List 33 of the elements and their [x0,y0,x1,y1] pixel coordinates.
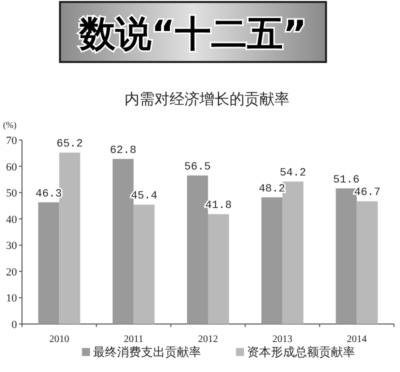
data-label: 62.8 [110,144,136,157]
chart-title: 数说“十二五” [78,14,307,55]
data-label: 45.4 [130,190,158,203]
legend-label: 最终消费支出贡献率 [93,345,201,359]
y-axis-title: (%) [3,120,16,130]
y-tick-label: 10 [6,292,18,305]
x-tick-label: 2011 [124,334,144,345]
data-label: 41.8 [205,200,232,212]
data-label: 48.2 [258,183,286,196]
y-tick-label: 30 [6,240,18,252]
chart-subtitle: 内需对经济增长的贡献率 [124,90,290,108]
y-tick-label: 50 [6,188,18,200]
bar [208,214,229,324]
x-tick-label: 2012 [198,334,218,345]
data-label: 46.3 [35,188,62,200]
y-tick-label: 70 [6,135,18,147]
data-label: 56.5 [184,161,211,174]
data-label: 46.7 [354,187,381,200]
data-label: 51.6 [333,174,360,186]
legend-label: 资本形成总额贡献率 [247,345,355,359]
bar [261,197,282,324]
data-label: 54.2 [280,168,306,180]
y-tick-label: 20 [6,266,18,278]
bar [38,202,60,324]
bar [356,201,378,324]
y-tick-label: 40 [6,214,18,226]
y-tick-label: 60 [6,161,18,174]
data-label: 65.2 [56,138,83,151]
x-tick-label: 2014 [346,334,367,345]
bar [134,204,155,324]
x-tick-label: 2010 [49,334,70,345]
y-tick-label: 0 [12,319,18,331]
x-tick-label: 2013 [272,334,292,345]
